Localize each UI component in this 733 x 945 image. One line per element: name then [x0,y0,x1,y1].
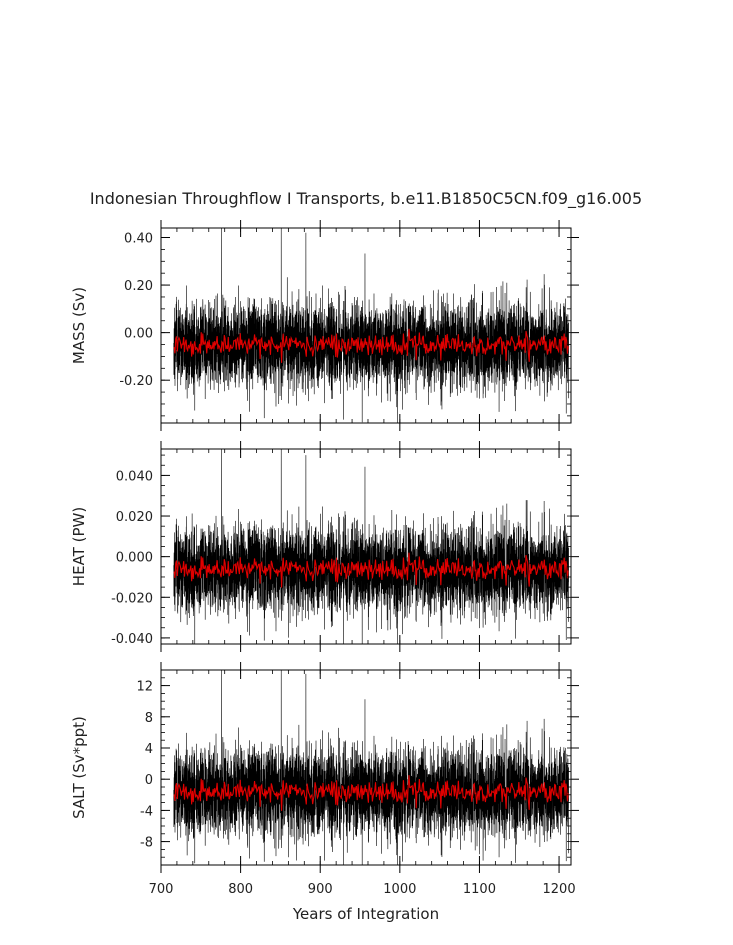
axes-frame [160,227,572,424]
raw-series-line [173,228,569,423]
x-axis-label: Years of Integration [292,905,439,923]
x-tick-label: 800 [228,882,253,897]
y-axis-label: HEAT (PW) [70,507,88,586]
x-tick-label: 1000 [383,882,416,897]
plot-area-2 [173,449,569,644]
y-tick-label: 0.000 [116,551,153,566]
plot-area-1 [173,228,569,423]
y-tick-label: -0.040 [111,632,153,647]
smoothed-series-line [173,775,569,811]
panels-group: -0.20 0.00 0.20 0.40 MASS (Sv) -0.040 -0.020 0.… [70,220,579,897]
y-tick-label: 0.040 [116,469,153,484]
y-tick-label: -0.20 [119,374,153,389]
raw-series-line [173,670,569,865]
y-tick-label: -8 [140,836,153,851]
smoothed-series-line [173,328,569,363]
y-tick-label: -0.020 [111,591,153,606]
y-tick-label: 12 [136,680,153,695]
y-tick-label: 8 [145,711,153,726]
panel-1: -0.20 0.00 0.20 0.40 MASS (Sv) [70,220,579,431]
x-tick-label: 900 [308,882,333,897]
raw-series-line [173,449,569,644]
axes-frame [160,669,572,866]
y-tick-label: -4 [140,804,153,819]
plot-area-3 [173,670,569,865]
y-axis-label: MASS (Sv) [70,287,88,364]
smoothed-series-line [173,552,569,588]
y-tick-label: 0.020 [116,510,153,525]
y-axis-label: SALT (Sv*ppt) [70,716,88,819]
x-tick-label: 700 [149,882,174,897]
y-tick-label: 0.20 [124,279,153,294]
panel-3: -8 -4 0 4 8 12 700 800 900 1000 1100 1200 SALT (Sv*p… [70,662,579,897]
x-tick-label: 1100 [463,882,496,897]
y-tick-label: 4 [145,742,153,757]
y-tick-label: 0 [145,773,153,788]
figure-title: Indonesian Throughflow I Transports, b.e… [90,189,642,209]
y-tick-label: 0.40 [124,232,153,247]
x-tick-label: 1200 [543,882,576,897]
y-tick-label: 0.00 [124,327,153,342]
panel-2: -0.040 -0.020 0.000 0.020 0.040 HEAT (PW) [70,441,579,652]
